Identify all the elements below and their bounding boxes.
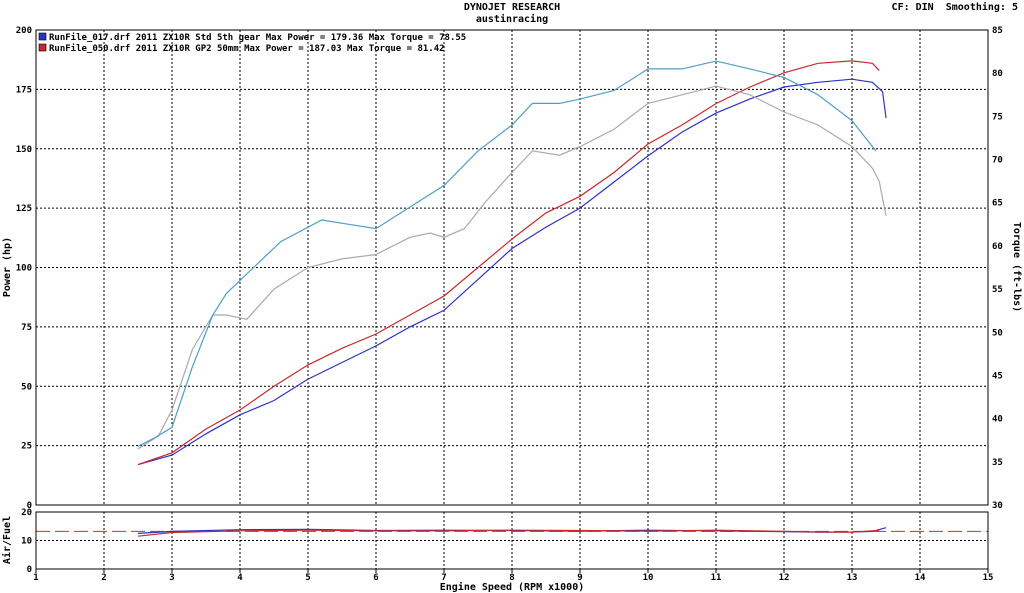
- af-series-line: [137, 529, 880, 537]
- y-tick-label: 50: [21, 382, 32, 392]
- y2-tick-label: 45: [992, 371, 1003, 381]
- y-tick-label: 150: [16, 145, 32, 155]
- x-tick-label: 12: [779, 573, 790, 583]
- legend: RunFile_017.drf 2011 ZX10R Std 5th gear …: [38, 32, 466, 54]
- legend-swatch: [38, 32, 47, 41]
- main-plot-frame: [35, 29, 989, 506]
- legend-entry: RunFile_050.drf 2011 ZX10R GP2 50mm Max …: [49, 43, 445, 54]
- x-axis-label: Engine Speed (RPM x1000): [440, 581, 585, 593]
- y2-tick-label: 40: [992, 415, 1003, 425]
- legend-entry: RunFile_017.drf 2011 ZX10R Std 5th gear …: [49, 32, 466, 43]
- x-tick-label: 4: [237, 573, 243, 583]
- main-series: [137, 60, 887, 466]
- y-tick-label: 25: [21, 442, 32, 452]
- af-axis-label: Air/Fuel: [1, 516, 13, 564]
- y2-tick-label: 50: [992, 328, 1003, 338]
- series-line-torque: [137, 85, 887, 450]
- y-axis-label: Power (hp): [2, 237, 13, 297]
- chart-title: DYNOJET RESEARCH: [463, 2, 561, 13]
- x-tick-label: 13: [847, 573, 858, 583]
- y2-tick-label: 70: [992, 156, 1003, 166]
- x-tick-label: 2: [101, 573, 106, 583]
- x-tick-label: 5: [305, 573, 310, 583]
- series-line-power: [137, 60, 880, 466]
- x-tick-label: 15: [983, 573, 994, 583]
- af-plot-frame: [35, 511, 989, 570]
- af-grid: [36, 512, 988, 569]
- af-series: [36, 527, 988, 537]
- y-tick-label: 100: [16, 264, 32, 274]
- y2-tick-label: 80: [992, 69, 1003, 79]
- y2-tick-label: 65: [992, 199, 1003, 209]
- af-tick-label: 20: [21, 508, 32, 518]
- series-line-power: [137, 78, 887, 466]
- y-tick-label: 0: [27, 501, 32, 511]
- y2-tick-label: 55: [992, 285, 1003, 295]
- x-tick-label: 6: [373, 573, 378, 583]
- x-tick-label: 10: [643, 573, 654, 583]
- x-tick-label: 11: [711, 573, 722, 583]
- y2-tick-label: 35: [992, 458, 1003, 468]
- chart-subtitle: austinracing: [475, 14, 549, 25]
- main-grid: [36, 30, 988, 505]
- y-tick-label: 175: [16, 85, 32, 95]
- x-tick-label: 1: [33, 573, 38, 583]
- smoothing-value: Smoothing: 5: [945, 2, 1018, 13]
- x-tick-label: 7: [441, 573, 446, 583]
- y-tick-label: 200: [16, 26, 32, 36]
- y-tick-label: 75: [21, 323, 32, 333]
- af-tick-label: 0: [27, 565, 32, 575]
- cf-label: CF: DIN Smoothing: 5: [892, 2, 1018, 13]
- y-tick-label: 125: [16, 204, 32, 214]
- y2-tick-label: 60: [992, 242, 1003, 252]
- x-tick-label: 9: [577, 573, 582, 583]
- cf-value: CF: DIN: [891, 2, 934, 13]
- series-line-torque: [137, 60, 877, 447]
- y2-tick-label: 85: [992, 26, 1003, 36]
- x-tick-label: 8: [509, 573, 514, 583]
- x-tick-label: 14: [915, 573, 926, 583]
- legend-swatch: [38, 43, 47, 52]
- tick-labels: 1 2 3 4 5 6 7 8 9 10 11 12 13 14 150255075100125150175…: [16, 26, 1003, 583]
- x-tick-label: 3: [169, 573, 174, 583]
- y2-tick-label: 30: [992, 501, 1003, 511]
- af-tick-label: 10: [21, 537, 32, 547]
- y2-tick-label: 75: [992, 112, 1003, 122]
- y2-axis-label: Torque (ft-lbs): [1011, 222, 1022, 312]
